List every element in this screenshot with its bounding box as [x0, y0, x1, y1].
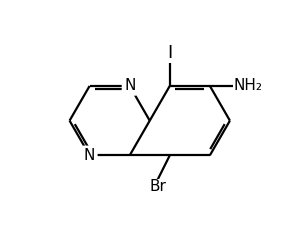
Text: N: N — [84, 148, 95, 163]
Text: NH₂: NH₂ — [234, 79, 263, 94]
Text: I: I — [167, 44, 172, 62]
Text: Br: Br — [149, 179, 166, 194]
Text: N: N — [124, 79, 135, 94]
